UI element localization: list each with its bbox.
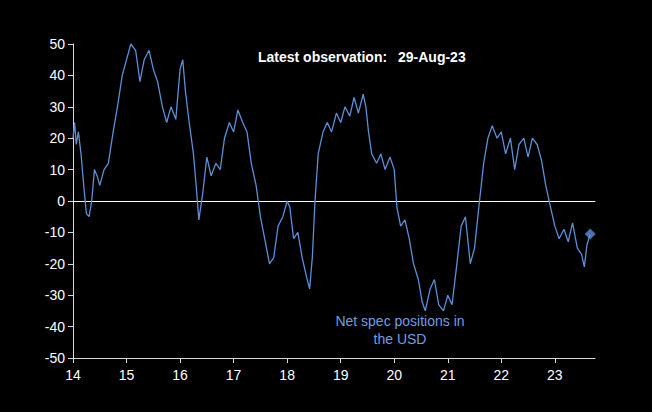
svg-text:50: 50: [49, 36, 65, 52]
svg-text:40: 40: [49, 67, 65, 83]
svg-text:Latest observation:: Latest observation:: [258, 49, 387, 65]
svg-text:0: 0: [57, 193, 65, 209]
svg-text:-40: -40: [45, 319, 65, 335]
svg-text:the USD: the USD: [374, 331, 427, 347]
svg-text:-10: -10: [45, 224, 65, 240]
svg-text:20: 20: [386, 367, 402, 383]
svg-text:18: 18: [279, 367, 295, 383]
svg-text:16: 16: [172, 367, 188, 383]
svg-text:20: 20: [49, 130, 65, 146]
svg-text:-50: -50: [45, 350, 65, 366]
svg-text:30: 30: [49, 99, 65, 115]
svg-text:15: 15: [119, 367, 135, 383]
svg-text:-30: -30: [45, 287, 65, 303]
svg-text:17: 17: [226, 367, 242, 383]
svg-text:29-Aug-23: 29-Aug-23: [398, 49, 466, 65]
svg-text:Net spec positions in: Net spec positions in: [335, 313, 464, 329]
svg-text:21: 21: [440, 367, 456, 383]
svg-text:22: 22: [494, 367, 510, 383]
svg-text:23: 23: [547, 367, 563, 383]
svg-text:19: 19: [333, 367, 349, 383]
svg-text:-20: -20: [45, 256, 65, 272]
svg-text:14: 14: [65, 367, 81, 383]
svg-text:10: 10: [49, 162, 65, 178]
